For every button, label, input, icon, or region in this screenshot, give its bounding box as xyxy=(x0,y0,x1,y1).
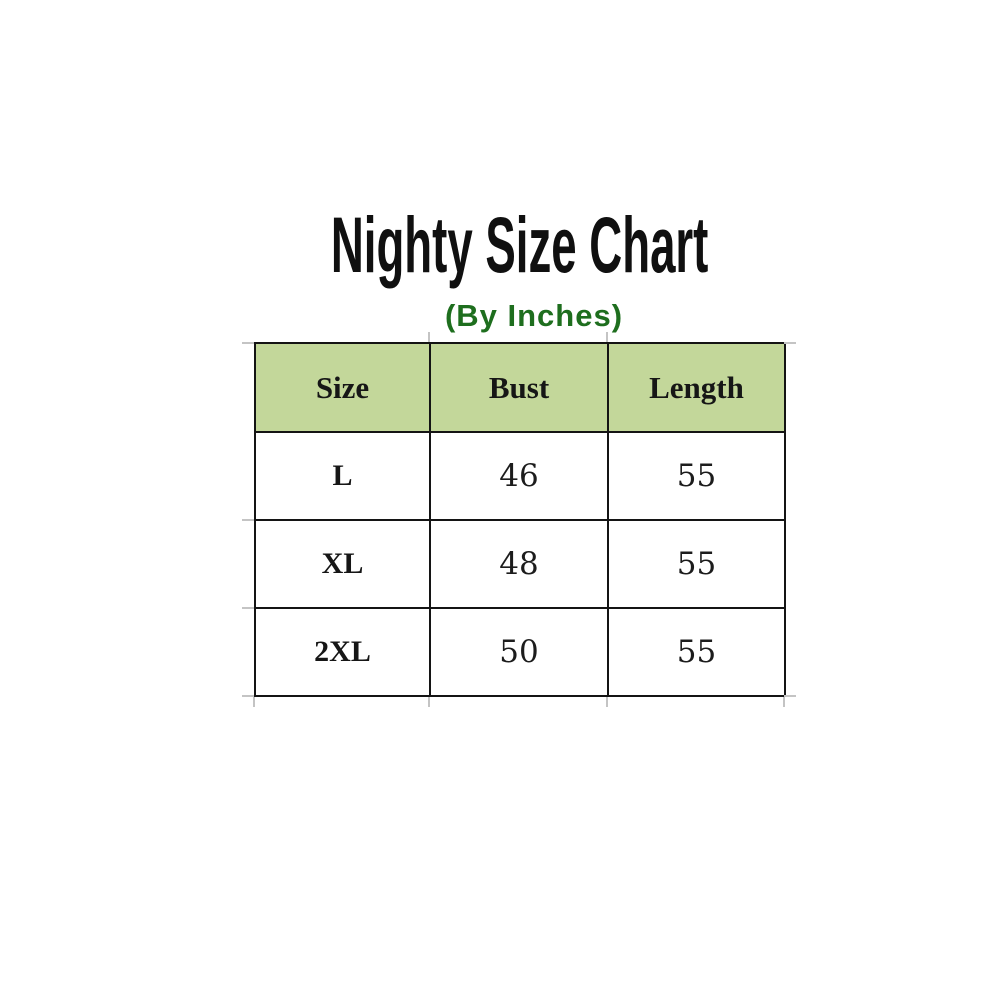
gridline-tick xyxy=(242,607,254,609)
gridline-tick xyxy=(242,342,254,344)
gridline-tick xyxy=(253,697,255,707)
header-row: Size Bust Length xyxy=(254,342,786,433)
table-row: XL 48 55 xyxy=(254,519,786,609)
length-value: 55 xyxy=(607,519,786,609)
gridline-tick xyxy=(784,695,796,697)
header-bust: Bust xyxy=(429,342,609,433)
gridline-tick xyxy=(606,697,608,707)
gridline-tick xyxy=(428,332,430,342)
bust-value: 50 xyxy=(429,607,609,697)
subtitle-by-inches: (By Inches) xyxy=(444,298,624,333)
size-value: XL xyxy=(254,519,431,609)
length-value: 55 xyxy=(607,607,786,697)
page-title-text: Nighty Size Chart xyxy=(331,201,709,290)
gridline-tick xyxy=(606,332,608,342)
size-value: 2XL xyxy=(254,607,431,697)
table-row: L 46 55 xyxy=(254,431,786,521)
header-size: Size xyxy=(254,342,431,433)
table-row: 2XL 50 55 xyxy=(254,607,786,697)
gridline-tick xyxy=(783,697,785,707)
bust-value: 48 xyxy=(429,519,609,609)
gridline-tick xyxy=(428,697,430,707)
page-title: Nighty Size Chart xyxy=(20,201,1000,290)
header-length: Length xyxy=(607,342,786,433)
gridline-tick xyxy=(784,342,796,344)
length-value: 55 xyxy=(607,431,786,521)
gridline-tick xyxy=(242,695,254,697)
bust-value: 46 xyxy=(429,431,609,521)
gridline-tick xyxy=(242,519,254,521)
size-chart-table: Size Bust Length L 46 55 XL 48 55 2XL 50… xyxy=(254,342,786,697)
size-value: L xyxy=(254,431,431,521)
